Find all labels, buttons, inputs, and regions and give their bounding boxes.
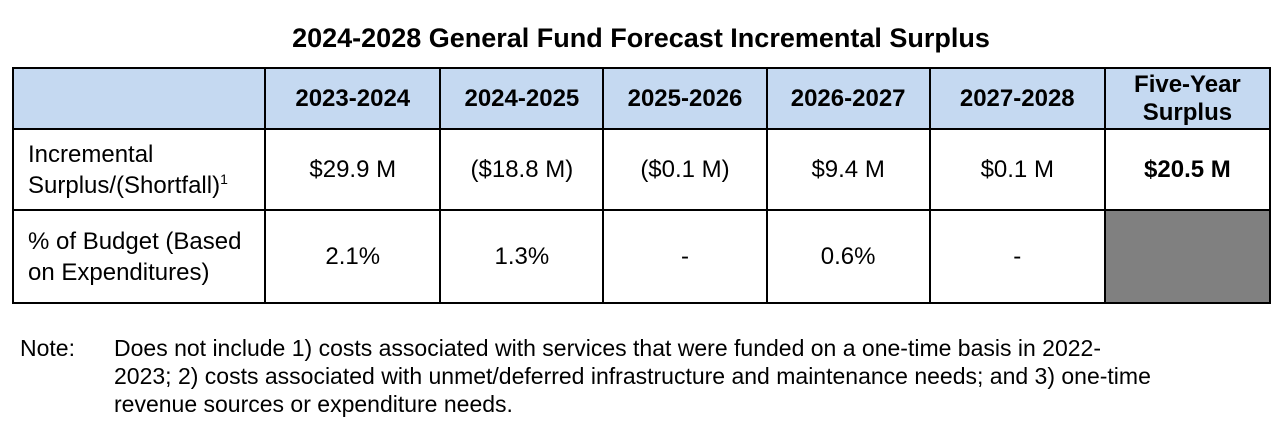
table-cell: $0.1 M: [928, 128, 1106, 211]
row-label: Incremental Surplus/(Shortfall)1: [11, 128, 267, 211]
column-header: 2026-2027: [765, 67, 931, 130]
table-cell: 2.1%: [264, 209, 442, 304]
table-cell: $9.4 M: [765, 128, 931, 211]
header-blank-cell: [11, 67, 267, 130]
table-title: 2024-2028 General Fund Forecast Incremen…: [292, 23, 990, 53]
column-header: 2027-2028: [928, 67, 1106, 130]
column-header: 2025-2026: [602, 67, 768, 130]
shaded-cell: [1103, 209, 1272, 304]
forecast-table: 2023-2024 2024-2025 2025-2026 2026-2027 …: [11, 67, 1272, 304]
total-cell: $20.5 M: [1103, 128, 1272, 211]
table-note: Note: Does not include 1) costs associat…: [20, 334, 1250, 418]
header-row: 2023-2024 2024-2025 2025-2026 2026-2027 …: [11, 67, 1272, 130]
table-cell: 0.6%: [765, 209, 931, 304]
table-row-surplus: Incremental Surplus/(Shortfall)1 $29.9 M…: [11, 128, 1272, 211]
column-header-five-year: Five-Year Surplus: [1103, 67, 1272, 130]
column-header: 2024-2025: [439, 67, 605, 130]
table-cell: -: [602, 209, 768, 304]
footnote-marker: 1: [220, 170, 228, 187]
column-header: 2023-2024: [264, 67, 442, 130]
row-label-text: Incremental Surplus/(Shortfall): [28, 140, 221, 199]
table-cell: $29.9 M: [264, 128, 442, 211]
note-label: Note:: [20, 335, 75, 361]
table-cell: ($0.1 M): [602, 128, 768, 211]
table-cell: -: [928, 209, 1106, 304]
row-label: % of Budget (Based on Expenditures): [11, 209, 267, 304]
table-row-percent: % of Budget (Based on Expenditures) 2.1%…: [11, 209, 1272, 304]
table-cell: 1.3%: [439, 209, 605, 304]
table-cell: ($18.8 M): [439, 128, 605, 211]
note-text: Does not include 1) costs associated wit…: [114, 335, 1151, 417]
